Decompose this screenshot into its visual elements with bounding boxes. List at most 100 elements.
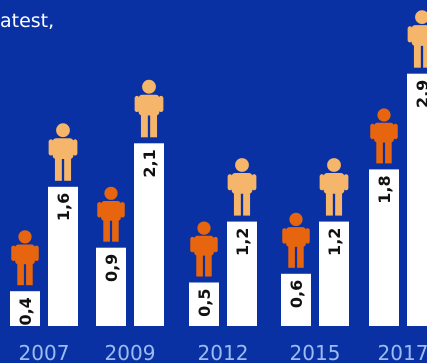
person-head bbox=[18, 230, 32, 244]
value-label: 0,4 bbox=[16, 297, 35, 325]
person-head bbox=[415, 10, 427, 24]
value-label: 1,2 bbox=[325, 228, 344, 256]
person-left-leg bbox=[233, 192, 241, 216]
bar-2007-orange bbox=[10, 291, 40, 326]
person-right-arm bbox=[305, 228, 310, 244]
person-left-leg bbox=[288, 245, 295, 268]
person-left-arm bbox=[190, 236, 195, 253]
bar-2012-orange bbox=[189, 282, 219, 326]
value-label: 2,1 bbox=[140, 149, 159, 177]
value-label: 1,6 bbox=[54, 193, 73, 221]
year-label: 2015 bbox=[290, 341, 341, 363]
person-right-leg bbox=[205, 254, 212, 277]
bar-2012-peach bbox=[227, 221, 257, 326]
bar-2017-peach bbox=[407, 73, 427, 326]
person-left-arm bbox=[134, 95, 140, 112]
bar-2009-orange bbox=[96, 247, 126, 326]
person-torso bbox=[52, 138, 74, 159]
bar-group-2009: 0,9 2,1 2009 bbox=[96, 79, 164, 363]
person-head bbox=[377, 108, 391, 122]
person-left-arm bbox=[227, 174, 233, 191]
person-icon bbox=[282, 212, 310, 268]
person-head bbox=[56, 123, 70, 138]
bar-group-2007: 0,4 1,6 2007 bbox=[10, 123, 78, 363]
person-left-arm bbox=[407, 26, 413, 43]
person-left-leg bbox=[103, 219, 110, 242]
person-icon bbox=[134, 79, 164, 138]
person-head bbox=[197, 221, 211, 235]
person-right-arm bbox=[34, 245, 39, 261]
bar-group-2017: 1,8 2,9 2017 bbox=[369, 10, 427, 363]
person-left-leg bbox=[140, 114, 148, 138]
person-right-arm bbox=[251, 174, 257, 191]
person-right-leg bbox=[243, 192, 251, 216]
person-torso bbox=[101, 201, 121, 221]
person-right-leg bbox=[385, 141, 392, 164]
person-right-arm bbox=[213, 236, 218, 253]
person-head bbox=[142, 79, 156, 94]
caption-text: atest, bbox=[0, 10, 55, 32]
person-torso bbox=[323, 173, 345, 194]
person-right-leg bbox=[335, 192, 343, 216]
person-torso bbox=[411, 25, 427, 46]
person-left-arm bbox=[48, 139, 54, 156]
person-right-leg bbox=[64, 157, 72, 181]
bar-2015-peach bbox=[319, 221, 349, 326]
year-label: 2012 bbox=[198, 341, 249, 363]
person-torso bbox=[194, 235, 214, 256]
person-left-arm bbox=[11, 245, 16, 261]
person-left-arm bbox=[282, 228, 287, 244]
person-right-arm bbox=[120, 202, 125, 218]
value-label: 0,9 bbox=[102, 254, 121, 282]
year-label: 2007 bbox=[19, 341, 70, 363]
person-head bbox=[327, 158, 341, 172]
person-right-arm bbox=[343, 174, 349, 191]
value-label: 0,5 bbox=[195, 289, 214, 317]
value-label: 0,6 bbox=[287, 280, 306, 308]
person-right-leg bbox=[26, 263, 33, 286]
person-left-arm bbox=[319, 174, 325, 191]
person-torso bbox=[138, 94, 160, 116]
person-torso bbox=[286, 227, 306, 247]
person-torso bbox=[231, 173, 253, 194]
value-label: 2,9 bbox=[413, 80, 427, 108]
person-head bbox=[104, 186, 118, 200]
person-icon bbox=[11, 230, 39, 286]
person-right-leg bbox=[150, 114, 158, 138]
person-head bbox=[235, 158, 249, 172]
person-right-arm bbox=[158, 95, 164, 112]
bar-2007-peach bbox=[48, 186, 78, 326]
person-icon bbox=[407, 10, 427, 68]
person-right-leg bbox=[297, 245, 304, 268]
value-label: 1,8 bbox=[375, 175, 394, 203]
person-left-leg bbox=[413, 44, 421, 68]
year-label: 2017 bbox=[378, 341, 427, 363]
person-icon bbox=[190, 221, 218, 277]
person-left-leg bbox=[325, 192, 333, 216]
person-left-leg bbox=[17, 263, 24, 286]
bar-group-2012: 0,5 1,2 2012 bbox=[189, 158, 257, 363]
year-label: 2009 bbox=[105, 341, 156, 363]
person-head bbox=[289, 212, 303, 226]
person-right-arm bbox=[72, 139, 78, 156]
bar-2009-peach bbox=[134, 143, 164, 326]
value-label: 1,2 bbox=[233, 228, 252, 256]
person-left-leg bbox=[54, 157, 62, 181]
person-icon bbox=[319, 158, 349, 216]
person-icon bbox=[227, 158, 257, 216]
person-left-arm bbox=[97, 202, 102, 218]
person-icon bbox=[48, 123, 78, 181]
person-left-arm bbox=[370, 123, 375, 140]
person-icon bbox=[97, 186, 125, 242]
person-torso bbox=[374, 122, 394, 143]
bar-group-2015: 0,6 1,2 2015 bbox=[281, 158, 349, 363]
bar-2017-orange bbox=[369, 169, 399, 326]
person-left-leg bbox=[196, 254, 203, 277]
person-right-leg bbox=[423, 44, 427, 68]
person-torso bbox=[15, 244, 35, 265]
person-right-arm bbox=[393, 123, 398, 140]
person-right-leg bbox=[112, 219, 119, 242]
person-left-leg bbox=[376, 141, 383, 164]
bar-2015-orange bbox=[281, 273, 311, 326]
